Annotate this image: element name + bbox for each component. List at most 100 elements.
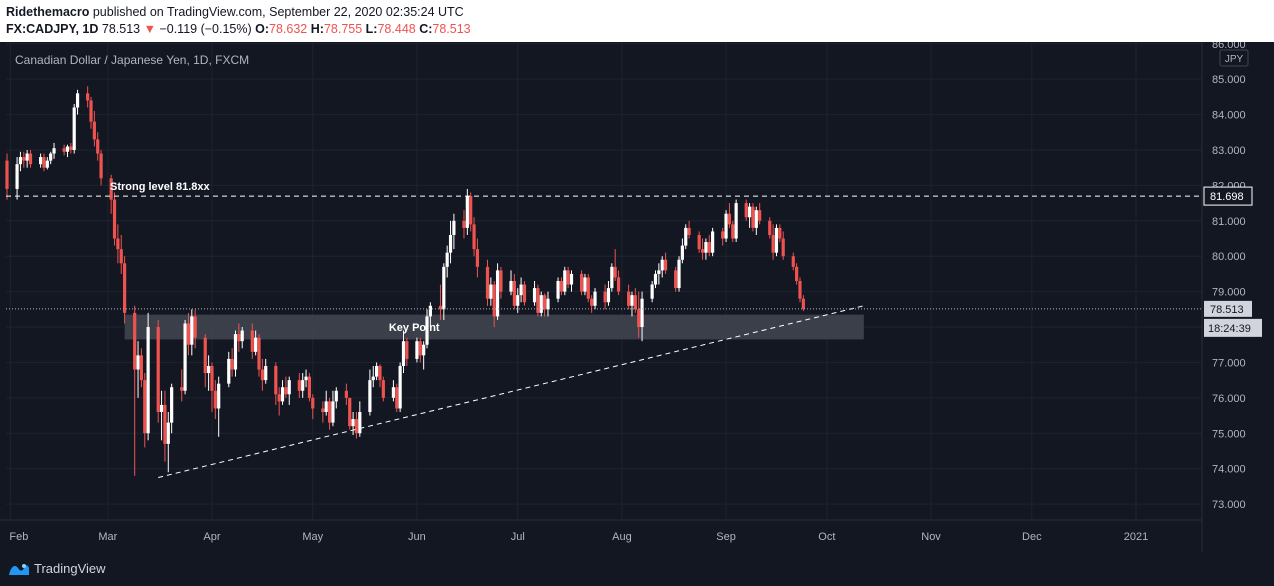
candle[interactable] <box>217 376 221 437</box>
candle[interactable] <box>707 234 711 257</box>
candle[interactable] <box>442 263 446 320</box>
candle[interactable] <box>354 412 359 439</box>
candle[interactable] <box>28 149 33 168</box>
candle[interactable] <box>801 295 805 312</box>
candle[interactable] <box>650 281 654 303</box>
candle[interactable] <box>203 334 207 388</box>
candle[interactable] <box>603 284 607 310</box>
candle[interactable] <box>324 390 328 416</box>
candle[interactable] <box>744 199 748 221</box>
candle[interactable] <box>45 157 49 170</box>
candle[interactable] <box>69 142 73 154</box>
candle[interactable] <box>327 397 332 430</box>
trendline[interactable] <box>158 305 864 478</box>
candle[interactable] <box>606 281 611 306</box>
candle[interactable] <box>778 224 782 243</box>
candle[interactable] <box>398 362 402 413</box>
candle[interactable] <box>462 210 466 239</box>
candle[interactable] <box>166 412 170 473</box>
candle[interactable] <box>75 89 80 115</box>
candle[interactable] <box>321 401 325 423</box>
candle[interactable] <box>351 412 355 436</box>
candle[interactable] <box>280 380 285 405</box>
candle[interactable] <box>89 96 93 129</box>
candle[interactable] <box>274 362 278 405</box>
candle[interactable] <box>159 390 164 441</box>
candle[interactable] <box>771 224 775 260</box>
candle[interactable] <box>22 151 26 168</box>
candle[interactable] <box>210 362 214 413</box>
candle[interactable] <box>512 273 516 310</box>
candle[interactable] <box>264 358 268 384</box>
candle[interactable] <box>52 142 56 159</box>
candle[interactable] <box>791 252 795 271</box>
candle[interactable] <box>448 220 453 264</box>
candle[interactable] <box>700 238 705 260</box>
candle[interactable] <box>116 224 120 264</box>
candle[interactable] <box>590 295 594 313</box>
candle[interactable] <box>170 383 174 434</box>
candle[interactable] <box>543 293 547 317</box>
candle[interactable] <box>15 157 19 200</box>
candle[interactable] <box>438 284 443 320</box>
candle[interactable] <box>260 358 264 391</box>
candle[interactable] <box>344 383 348 405</box>
candle[interactable] <box>711 227 715 257</box>
candle[interactable] <box>96 132 100 161</box>
candle[interactable] <box>774 224 779 257</box>
candle[interactable] <box>653 270 658 289</box>
candle[interactable] <box>39 153 43 168</box>
candle[interactable] <box>133 305 137 476</box>
price-chart[interactable]: Key Point Strong level 81.8xx Canadian Dol… <box>0 42 1274 552</box>
candle[interactable] <box>519 277 523 303</box>
candle[interactable] <box>257 334 261 377</box>
candle[interactable] <box>731 220 735 243</box>
candle[interactable] <box>727 203 732 228</box>
candle[interactable] <box>42 153 46 172</box>
candle[interactable] <box>358 401 362 437</box>
candle[interactable] <box>569 270 574 292</box>
candle[interactable] <box>663 252 668 274</box>
candle[interactable] <box>301 373 305 398</box>
candle[interactable] <box>227 351 231 388</box>
candle[interactable] <box>532 281 537 306</box>
candle[interactable] <box>391 380 396 402</box>
candle[interactable] <box>684 224 688 250</box>
author-name[interactable]: Ridethemacro <box>6 5 90 19</box>
candle[interactable] <box>539 291 543 317</box>
candle[interactable] <box>516 288 520 313</box>
candle[interactable] <box>230 348 234 377</box>
candle[interactable] <box>163 390 167 462</box>
candle[interactable] <box>207 355 211 391</box>
candle[interactable] <box>401 330 406 374</box>
candle[interactable] <box>697 231 701 253</box>
candle[interactable] <box>190 309 194 356</box>
candle[interactable] <box>422 341 426 370</box>
candle[interactable] <box>674 266 678 292</box>
candle[interactable] <box>331 390 335 427</box>
candle[interactable] <box>677 256 681 292</box>
candle[interactable] <box>751 203 755 232</box>
candle[interactable] <box>536 284 540 317</box>
candle[interactable] <box>368 369 372 416</box>
candle[interactable] <box>546 291 550 317</box>
candle[interactable] <box>99 149 103 186</box>
candle[interactable] <box>109 174 113 214</box>
candle[interactable] <box>415 337 419 363</box>
candle[interactable] <box>233 330 238 377</box>
currency-badge[interactable] <box>1219 49 1249 67</box>
candle[interactable] <box>613 249 617 281</box>
candle[interactable] <box>49 151 53 165</box>
tradingview-brand[interactable]: TradingView <box>8 561 106 576</box>
candle[interactable] <box>509 270 513 296</box>
candle[interactable] <box>5 153 9 200</box>
candle[interactable] <box>65 144 70 158</box>
candle[interactable] <box>311 394 315 420</box>
candle[interactable] <box>297 373 301 398</box>
candle[interactable] <box>465 188 469 235</box>
candle[interactable] <box>583 273 587 296</box>
candle[interactable] <box>304 369 308 388</box>
candle[interactable] <box>62 144 66 156</box>
candle[interactable] <box>472 217 476 257</box>
candle[interactable] <box>250 323 254 359</box>
